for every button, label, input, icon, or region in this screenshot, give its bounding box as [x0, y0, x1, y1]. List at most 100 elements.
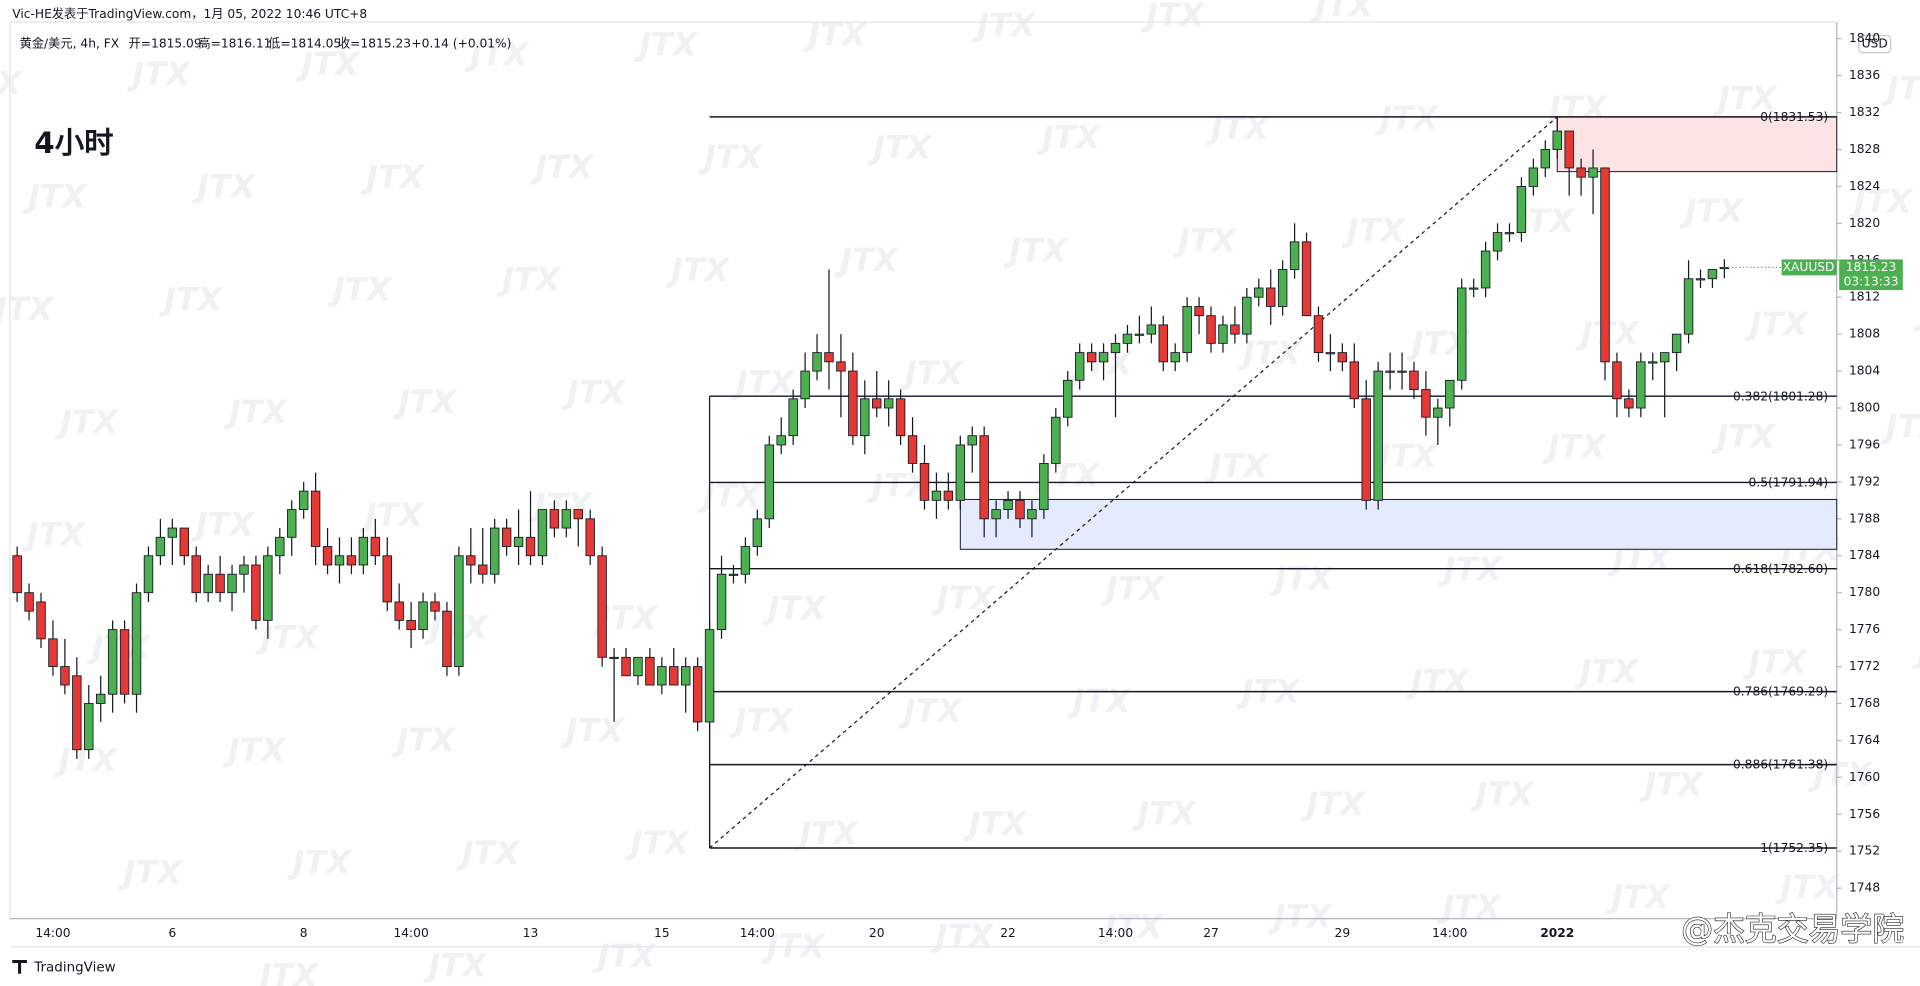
- watermark: JTX: [1067, 682, 1133, 720]
- candle-body: [1218, 324, 1228, 344]
- watermark: JTX: [392, 383, 458, 421]
- candle-body: [310, 490, 321, 547]
- candle-body: [430, 601, 440, 612]
- fib-label: 0.5(1791.94): [1749, 476, 1829, 490]
- x-tick-label: 27: [1203, 926, 1219, 940]
- watermark: JTX: [464, 35, 530, 73]
- candle-body: [12, 555, 22, 594]
- candle-body: [824, 352, 834, 363]
- candle-body: [36, 601, 46, 640]
- candle-body: [143, 555, 154, 594]
- candle-body: [1098, 352, 1109, 363]
- x-tick-label: 15: [654, 926, 670, 940]
- watermark: JTX: [1172, 222, 1238, 260]
- signature: @杰克交易学院: [1681, 910, 1904, 948]
- watermark: JTX: [1204, 447, 1270, 485]
- watermark: JTX: [1003, 231, 1069, 269]
- x-tick-label: 13: [523, 926, 539, 940]
- candle-body: [1588, 167, 1598, 178]
- candle-body: [597, 555, 607, 658]
- watermark: JTX: [560, 711, 626, 749]
- watermark: JTX: [1237, 334, 1303, 372]
- y-tick-label: 1796: [1849, 437, 1880, 451]
- x-tick-label: 14:00: [35, 926, 70, 940]
- candle-body: [1277, 269, 1288, 307]
- candle-body: [764, 444, 774, 520]
- candle-body: [681, 666, 691, 686]
- candle-body: [1409, 370, 1419, 390]
- candle-body: [1468, 287, 1479, 290]
- candle-body: [358, 536, 369, 566]
- watermark: JTX: [190, 506, 256, 544]
- y-tick-label: 1840: [1849, 31, 1880, 45]
- watermark: JTX: [1205, 109, 1271, 147]
- watermark: JTX: [359, 496, 425, 534]
- header: Vic-HE发表于TradingView.com，1月 05, 2022 10:…: [12, 6, 367, 21]
- fib-label: 0.786(1769.29): [1733, 685, 1828, 699]
- candle-body: [191, 555, 201, 594]
- candle-body: [836, 361, 846, 372]
- candle-body: [1349, 361, 1359, 400]
- candle-body: [895, 398, 906, 437]
- price-tag-countdown: 03:13:33: [1844, 275, 1899, 289]
- candle-body: [239, 564, 249, 575]
- candle-body: [1659, 352, 1670, 363]
- watermark: JTX: [295, 45, 361, 83]
- candle-body: [740, 546, 751, 575]
- x-tick-label: 2022: [1540, 926, 1574, 940]
- candle-body: [167, 527, 178, 538]
- currency-box: [1858, 34, 1892, 54]
- candle-body: [1552, 130, 1562, 150]
- legend-close: 收=1815.23: [338, 37, 411, 51]
- watermark: JTX: [528, 486, 594, 524]
- watermark: JTX: [1100, 569, 1166, 607]
- candle-body: [346, 555, 357, 566]
- y-tick-label: 1776: [1849, 622, 1880, 636]
- candle-body: [1516, 185, 1527, 234]
- fib-label: 0(1831.53): [1760, 110, 1828, 124]
- zone: [1556, 116, 1838, 173]
- watermark: JTX: [899, 354, 965, 392]
- candle-body: [1683, 278, 1694, 335]
- watermark: JTX: [971, 6, 1037, 44]
- watermark: JTX: [1436, 888, 1502, 926]
- candle-body: [1445, 379, 1455, 409]
- watermark: JTX: [1140, 0, 1206, 34]
- candle-body: [1086, 352, 1097, 363]
- y-tick-label: 1800: [1849, 401, 1880, 415]
- watermark: JTX: [1269, 560, 1335, 598]
- candle-body: [645, 656, 655, 686]
- y-tick-label: 1836: [1849, 68, 1880, 82]
- candle-body: [489, 527, 500, 575]
- watermark: JTX: [762, 589, 828, 627]
- candle-body: [418, 601, 428, 631]
- watermark: JTX: [327, 271, 393, 309]
- candle-body: [621, 656, 631, 677]
- x-tick-label: 8: [300, 926, 308, 940]
- watermark: JTX: [1848, 182, 1914, 220]
- y-tick-label: 1804: [1849, 364, 1880, 378]
- candle-body: [478, 564, 488, 575]
- y-tick-label: 1780: [1849, 585, 1880, 599]
- watermark: JTX: [1774, 868, 1840, 906]
- watermark: JTX: [761, 927, 827, 965]
- candle-body: [1254, 287, 1264, 298]
- candle-body: [1027, 509, 1037, 520]
- candle-body: [370, 536, 381, 557]
- candle-body: [1289, 241, 1300, 270]
- candle-body: [1134, 333, 1145, 336]
- candle-body: [60, 666, 70, 686]
- candle-body: [776, 435, 786, 446]
- candle-body: [1480, 250, 1491, 289]
- y-tick-label: 1748: [1849, 881, 1880, 895]
- candle-body: [1421, 389, 1431, 418]
- candle-body: [251, 564, 261, 621]
- watermark: JTX: [625, 824, 691, 862]
- y-tick-label: 1792: [1849, 474, 1880, 488]
- fib-trend: [709, 116, 1558, 849]
- candle-body: [1230, 324, 1240, 335]
- watermark: JTX: [1712, 79, 1778, 117]
- fib-label: 0.382(1801.28): [1733, 389, 1828, 403]
- watermark: JTX: [1309, 0, 1375, 24]
